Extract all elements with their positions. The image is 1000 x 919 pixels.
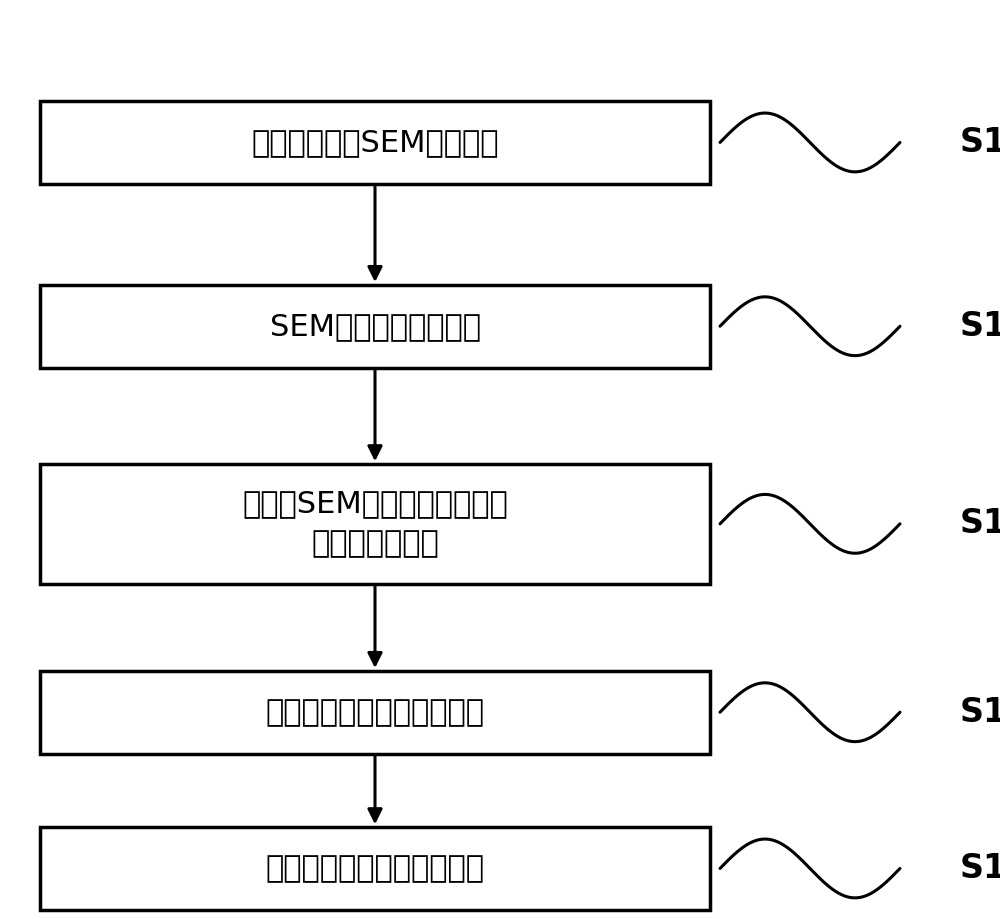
Text: S103: S103: [960, 507, 1000, 540]
Bar: [40, 285, 710, 368]
Text: 单晶合金微观SEM图像获取: 单晶合金微观SEM图像获取: [251, 128, 499, 157]
Text: SEM图像二值化与降噪: SEM图像二值化与降噪: [270, 312, 480, 341]
Text: 单晶合金筏化状态量化表征: 单晶合金筏化状态量化表征: [266, 854, 484, 883]
Text: S105: S105: [960, 852, 1000, 885]
Bar: [40, 827, 710, 910]
Text: S104: S104: [960, 696, 1000, 729]
Text: 互相关运算结果主成分分析: 互相关运算结果主成分分析: [266, 698, 484, 727]
Text: 二值化SEM图像互相关运算及
微结构参数提取: 二值化SEM图像互相关运算及 微结构参数提取: [242, 489, 508, 559]
Bar: [40, 671, 710, 754]
Text: S102: S102: [960, 310, 1000, 343]
Bar: [40, 101, 710, 184]
Text: S101: S101: [960, 126, 1000, 159]
Bar: [40, 464, 710, 584]
